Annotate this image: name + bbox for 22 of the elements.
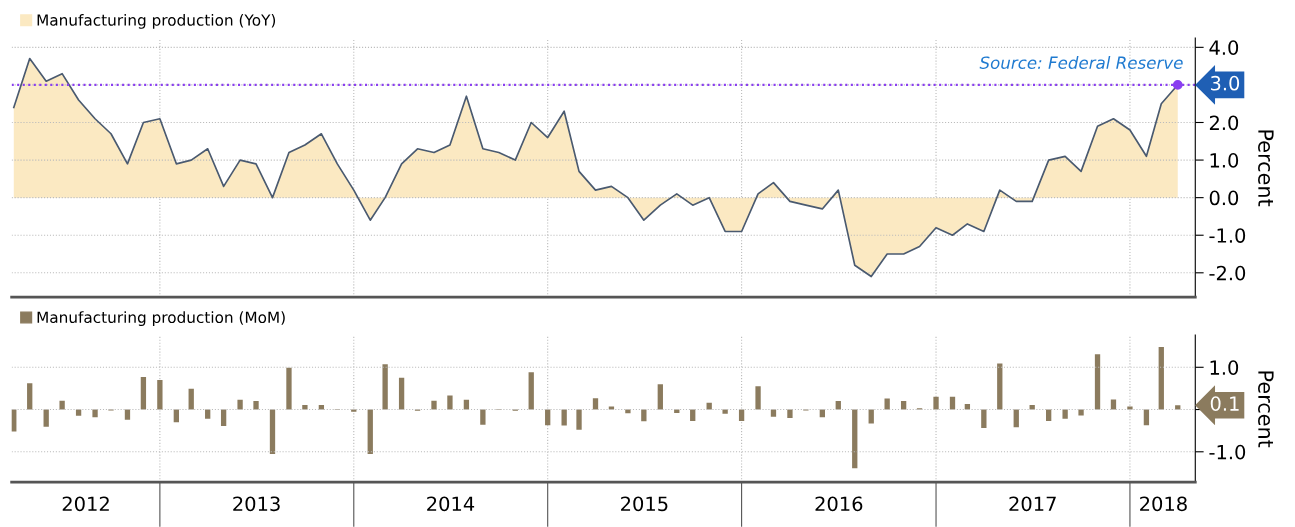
legend-label: Manufacturing production (YoY) <box>37 13 276 29</box>
x-tick-label: 2017 <box>1009 496 1056 512</box>
y-tick-label: 2.0 <box>1209 115 1239 131</box>
y-axis-title: Percent <box>1258 371 1274 448</box>
y-tick-label: 1.0 <box>1210 360 1239 375</box>
x-tick-label: 2014 <box>427 496 475 512</box>
y-tick-label: 4.0 <box>1209 40 1239 55</box>
annotation: Source: Federal Reserve <box>979 56 1183 69</box>
annotation: 0.1 <box>1210 396 1239 411</box>
y-tick-label: 0.0 <box>1209 190 1239 206</box>
x-tick-label: 2016 <box>815 496 863 512</box>
x-tick-label: 2012 <box>62 496 109 512</box>
y-tick-label: 1.0 <box>1210 153 1239 168</box>
annotation: 3.0 <box>1210 75 1240 91</box>
legend-label: Manufacturing production (MoM) <box>37 311 285 327</box>
y-axis-title: Percent <box>1258 130 1274 207</box>
y-tick-label: -1.0 <box>1209 228 1246 243</box>
y-tick-label: -1.0 <box>1209 444 1246 460</box>
y-tick-label: -2.0 <box>1209 265 1246 281</box>
x-tick-label: 2015 <box>621 496 668 512</box>
x-tick-label: 2018 <box>1140 496 1187 512</box>
x-tick-label: 2013 <box>233 496 280 512</box>
